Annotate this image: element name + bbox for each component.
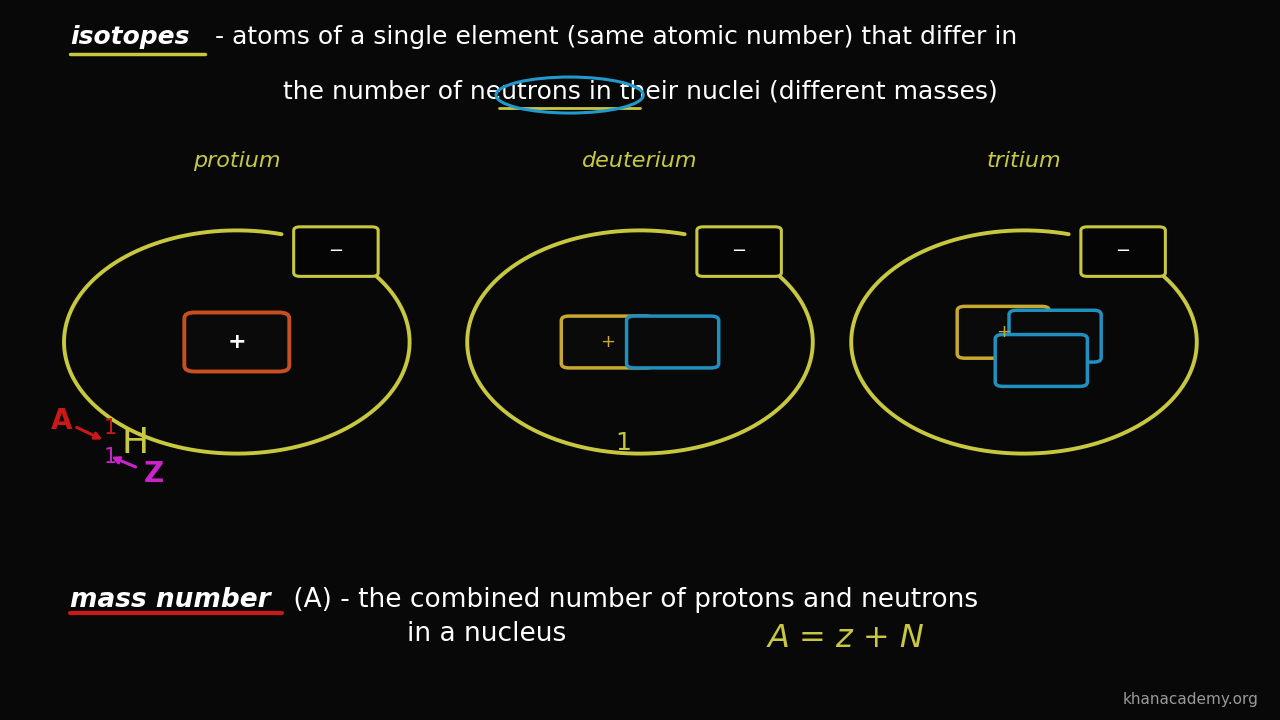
Text: +: + (600, 333, 614, 351)
Text: Z: Z (143, 460, 164, 487)
Text: +: + (996, 323, 1011, 341)
Text: A = z + N: A = z + N (768, 623, 925, 654)
Text: isotopes: isotopes (70, 25, 189, 49)
Text: khanacademy.org: khanacademy.org (1123, 692, 1258, 707)
Text: +: + (228, 332, 246, 352)
Text: 1: 1 (104, 447, 116, 467)
FancyBboxPatch shape (1080, 227, 1165, 276)
Text: mass number: mass number (70, 587, 271, 613)
Text: 1: 1 (104, 418, 116, 438)
Text: −: − (1116, 242, 1130, 260)
Text: (A) - the combined number of protons and neutrons: (A) - the combined number of protons and… (285, 587, 979, 613)
Text: - atoms of a single element (same atomic number) that differ in: - atoms of a single element (same atomic… (207, 25, 1018, 49)
Text: H: H (122, 426, 148, 460)
Text: in a nucleus: in a nucleus (407, 621, 566, 647)
FancyBboxPatch shape (696, 227, 781, 276)
Text: deuterium: deuterium (582, 151, 698, 171)
Text: −: − (732, 242, 746, 260)
Text: 1: 1 (616, 431, 631, 455)
FancyBboxPatch shape (184, 312, 289, 372)
FancyBboxPatch shape (627, 316, 718, 368)
Text: the number of neutrons in their nuclei (different masses): the number of neutrons in their nuclei (… (283, 79, 997, 103)
Text: protium: protium (193, 151, 280, 171)
FancyBboxPatch shape (561, 316, 653, 368)
Text: A: A (51, 408, 73, 435)
Text: −: − (329, 242, 343, 260)
FancyBboxPatch shape (996, 335, 1087, 387)
Text: tritium: tritium (987, 151, 1061, 171)
FancyBboxPatch shape (1009, 310, 1101, 362)
FancyBboxPatch shape (957, 307, 1050, 359)
FancyBboxPatch shape (293, 227, 378, 276)
